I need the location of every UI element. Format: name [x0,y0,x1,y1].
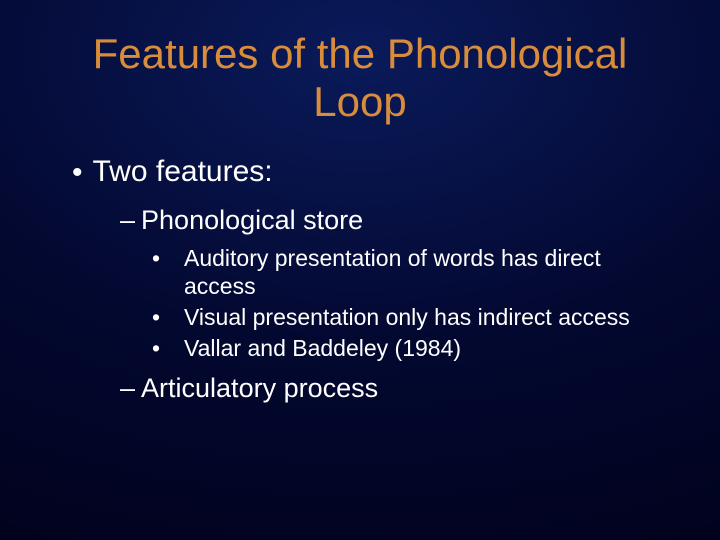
bullet-level3: •Auditory presentation of words has dire… [168,244,670,302]
bullet-text: Two features: [93,155,273,188]
slide-title: Features of the Phonological Loop [50,30,670,127]
bullet-level1: • Two features: [72,155,670,191]
dot-icon: • [168,303,184,332]
bullet-level3: •Visual presentation only has indirect a… [168,303,670,332]
level2-text: Articulatory process [141,373,378,403]
bullet-level3: •Vallar and Baddeley (1984) [168,334,670,363]
dot-icon: • [168,334,184,363]
bullet-icon: • [72,155,83,191]
level3-text: Visual presentation only has indirect ac… [184,304,630,330]
level3-text: Auditory presentation of words has direc… [184,245,601,300]
slide: Features of the Phonological Loop • Two f… [0,0,720,540]
dash-icon: – [120,373,135,404]
level3-text: Vallar and Baddeley (1984) [184,335,461,361]
bullet-level2: –Articulatory process [120,373,670,404]
dot-icon: • [168,244,184,273]
bullet-level2: –Phonological store [120,205,670,236]
level2-text: Phonological store [141,205,363,235]
dash-icon: – [120,205,135,236]
